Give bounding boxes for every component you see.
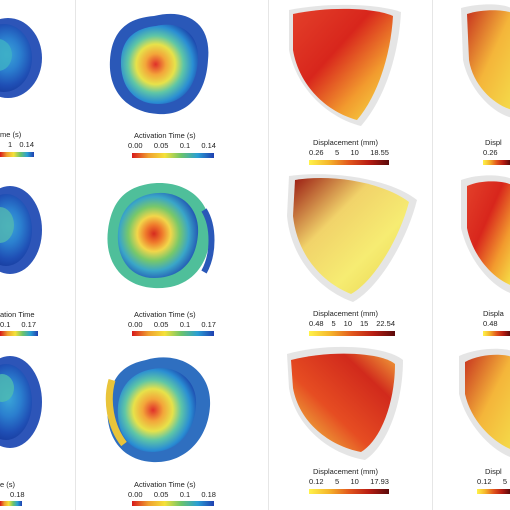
activation-colorbar-title: me (s) — [0, 130, 22, 139]
tick-label: 0.00 — [128, 320, 143, 329]
displacement-colorbar-title: Displacement (mm) — [313, 467, 379, 476]
tick-label: 0.14 — [19, 140, 34, 149]
tick-label: 0.18 — [201, 490, 216, 499]
displacement-colorbar — [309, 160, 389, 165]
activation-colorbar-ticks: 1 0.14 — [8, 140, 34, 149]
displacement-panel-row3: Displacement (mm) 0.12 5 10 17.93 — [269, 340, 432, 510]
tick-label: 15 — [359, 319, 369, 328]
displacement-colorbar — [309, 331, 395, 336]
activation-colorbar-ticks: 0.00 0.05 0.1 0.17 — [128, 320, 216, 329]
heart-displacement-render — [461, 4, 510, 118]
activation-map-render — [107, 183, 215, 289]
activation-colorbar-ticks: 0.00 0.05 0.1 0.14 — [128, 141, 216, 150]
tick-label: 10 — [350, 148, 359, 157]
displacement-colorbar-ticks: 0.48 — [483, 319, 505, 328]
tick-label: 0.00 — [128, 490, 143, 499]
displacement-panel-row2: Displacement (mm) 0.48 5 10 15 22.54 — [269, 170, 432, 340]
tick-label: 5 — [334, 148, 340, 157]
tick-label: 5 — [331, 319, 336, 328]
activation-map-render — [0, 186, 42, 274]
activation-map-render — [0, 18, 42, 98]
activation-panel-row1-left: me (s) 1 0.14 — [0, 0, 75, 170]
tick-label: 0.12 — [309, 477, 324, 486]
activation-panel-row3-left: e (s) 0.18 — [0, 340, 75, 510]
activation-colorbar-ticks: 0.1 0.17 — [0, 320, 36, 329]
tick-label: 0.05 — [153, 320, 169, 329]
tick-label: 0.26 — [483, 148, 498, 157]
displacement-colorbar-ticks: 0.48 5 10 15 22.54 — [309, 319, 395, 328]
heart-displacement-render — [461, 175, 510, 293]
column-divider — [432, 0, 433, 510]
tick-label: 17.93 — [370, 477, 389, 486]
tick-label: 0.00 — [128, 141, 143, 150]
tick-label: 0.48 — [309, 319, 324, 328]
displacement-panel-row3-cropped: Displ 0.12 5 — [433, 340, 510, 510]
displacement-panel-row1: Displacement (mm) 0.26 5 10 18.55 — [269, 0, 432, 170]
activation-colorbar-ticks: 0.18 — [10, 490, 30, 499]
activation-map-render — [109, 13, 209, 115]
activation-map-render — [105, 357, 211, 463]
activation-colorbar-title: Activation Time (s) — [134, 310, 196, 319]
activation-panel-row1-right: Activation Time (s) 0.00 0.05 0.1 0.14 — [76, 0, 268, 170]
tick-label: 0.1 — [179, 320, 191, 329]
activation-colorbar — [0, 152, 34, 157]
tick-label: 0.1 — [0, 320, 11, 329]
displacement-colorbar — [483, 331, 510, 336]
activation-panel-row2-right: Activation Time (s) 0.00 0.05 0.1 0.17 — [76, 170, 268, 340]
activation-colorbar-title: Activation Time (s) — [134, 480, 196, 489]
displacement-panel-row2-cropped: Displa 0.48 — [433, 170, 510, 340]
activation-colorbar-title: Activation Time (s) — [134, 131, 196, 140]
displacement-colorbar — [477, 489, 510, 494]
tick-label: 18.55 — [370, 148, 389, 157]
displacement-colorbar — [483, 160, 510, 165]
tick-label: 0.18 — [10, 490, 25, 499]
activation-colorbar — [0, 501, 22, 506]
tick-label: 0.17 — [201, 320, 216, 329]
displacement-colorbar-title: Displa — [483, 309, 504, 318]
tick-label: 0.05 — [153, 141, 169, 150]
tick-label: 0.12 — [477, 477, 492, 486]
heart-displacement-render — [287, 346, 403, 460]
tick-label: 10 — [350, 477, 359, 486]
displacement-colorbar-ticks: 0.26 — [483, 148, 505, 157]
displacement-panel-row1-cropped: Displ 0.26 — [433, 0, 510, 170]
displacement-colorbar — [309, 489, 389, 494]
activation-panel-row3-right: Activation Time (s) 0.00 0.05 0.1 0.18 — [76, 340, 268, 510]
tick-label: 5 — [502, 477, 507, 486]
activation-colorbar-ticks: 0.00 0.05 0.1 0.18 — [128, 490, 216, 499]
tick-label: 1 — [8, 140, 13, 149]
activation-panel-row2-left: ation Time 0.1 0.17 — [0, 170, 75, 340]
displacement-colorbar-ticks: 0.12 5 — [477, 477, 507, 486]
displacement-colorbar-title: Displ — [485, 138, 502, 147]
activation-map-render — [0, 356, 42, 448]
tick-label: 0.26 — [309, 148, 324, 157]
displacement-colorbar-ticks: 0.12 5 10 17.93 — [309, 477, 389, 486]
tick-label: 0.17 — [21, 320, 36, 329]
tick-label: 5 — [334, 477, 340, 486]
displacement-colorbar-ticks: 0.26 5 10 18.55 — [309, 148, 389, 157]
heart-displacement-render — [459, 348, 510, 457]
displacement-colorbar-title: Displacement (mm) — [313, 138, 379, 147]
column-divider — [75, 0, 76, 510]
displacement-colorbar-title: Displacement (mm) — [313, 309, 379, 318]
tick-label: 22.54 — [376, 319, 395, 328]
activation-colorbar — [0, 331, 38, 336]
heart-displacement-render — [289, 4, 401, 127]
activation-colorbar-title: ation Time — [0, 310, 35, 319]
activation-colorbar — [132, 331, 214, 336]
tick-label: 0.1 — [179, 490, 191, 499]
displacement-colorbar-title: Displ — [485, 467, 502, 476]
tick-label: 10 — [343, 319, 352, 328]
tick-label: 0.05 — [153, 490, 169, 499]
activation-colorbar — [132, 501, 214, 506]
tick-label: 0.14 — [201, 141, 216, 150]
heart-displacement-render — [287, 174, 417, 302]
tick-label: 0.1 — [179, 141, 191, 150]
tick-label: 0.48 — [483, 319, 498, 328]
activation-colorbar — [132, 153, 214, 158]
column-divider — [268, 0, 269, 510]
activation-colorbar-title: e (s) — [0, 480, 15, 489]
